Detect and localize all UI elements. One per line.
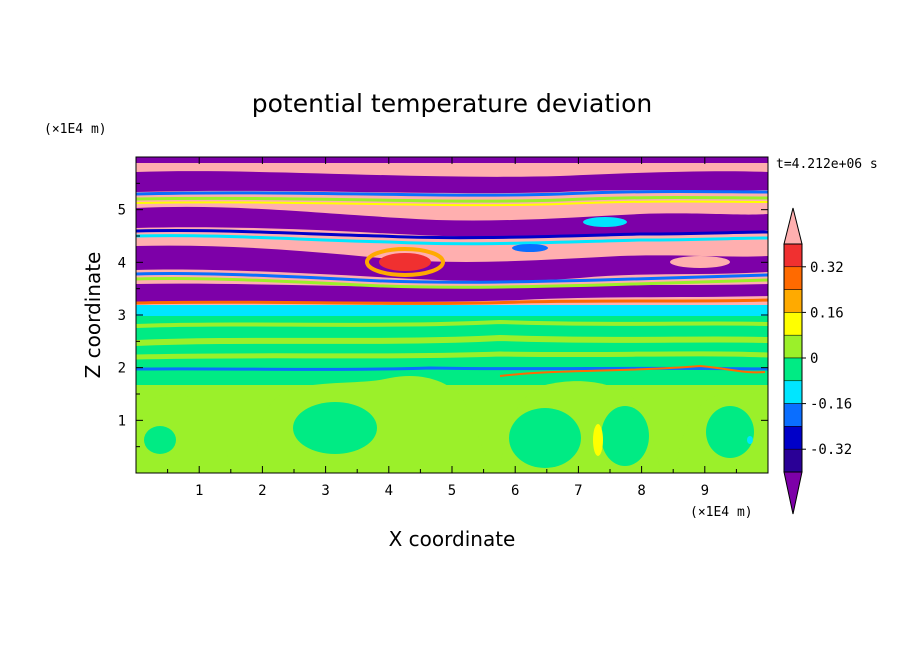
orange-edge-4 bbox=[136, 298, 768, 305]
y-tick-label: 4 bbox=[118, 255, 126, 271]
y-axis-label: Z coordinate bbox=[81, 252, 105, 379]
lower-cyan-blob bbox=[747, 436, 753, 444]
colorbar-label: -0.32 bbox=[810, 442, 852, 458]
colorbar-segment bbox=[783, 266, 803, 290]
lower-green-cell-5 bbox=[144, 426, 176, 454]
purple-band-4 bbox=[136, 283, 768, 302]
cyan-band bbox=[136, 305, 768, 316]
time-label: t=4.212e+06 s bbox=[776, 157, 878, 172]
y-ticks: 1 2 3 4 5 bbox=[118, 182, 768, 448]
x-tick-label: 5 bbox=[448, 483, 456, 499]
x-tick-label: 9 bbox=[701, 483, 709, 499]
x-tick-label: 8 bbox=[637, 483, 645, 499]
lower-green-cell-1 bbox=[293, 402, 377, 454]
z2-light-band bbox=[136, 351, 768, 360]
lower-green-cell-3 bbox=[601, 406, 649, 466]
green-edge-3 bbox=[136, 276, 768, 289]
blue-edge-2 bbox=[136, 229, 768, 240]
x-tick-label: 4 bbox=[385, 483, 393, 499]
y-tick-label: 1 bbox=[118, 413, 126, 429]
x-unit-label: (×1E4 m) bbox=[690, 505, 753, 520]
contour-field bbox=[136, 157, 768, 473]
colorbar-bottom-arrow bbox=[783, 471, 803, 515]
colorbar-segment bbox=[783, 243, 803, 268]
x-tick-label: 6 bbox=[511, 483, 519, 499]
colorbar-segment bbox=[783, 403, 803, 427]
colorbar-label: 0 bbox=[810, 351, 818, 367]
purple-band-2 bbox=[136, 206, 768, 238]
pink-island bbox=[670, 256, 730, 268]
z2-orange-line bbox=[499, 364, 766, 377]
orange-warm-patch bbox=[365, 247, 445, 277]
lower-yellow-blob bbox=[593, 424, 603, 456]
x-ticks: 1 2 3 4 5 6 7 8 9 bbox=[167, 157, 737, 499]
x-tick-label: 3 bbox=[321, 483, 329, 499]
mid-light-band-1 bbox=[136, 334, 768, 346]
y-tick-label: 5 bbox=[118, 203, 126, 219]
blue-edge-1 bbox=[136, 190, 768, 197]
cyan-eddy bbox=[583, 217, 627, 227]
colorbar-segment bbox=[783, 312, 803, 336]
blue-eddy bbox=[512, 244, 548, 252]
green-edge-1 bbox=[136, 196, 768, 203]
colorbar-label: -0.16 bbox=[810, 397, 852, 413]
purple-band-3 bbox=[136, 245, 768, 282]
lower-green-cell-4 bbox=[706, 406, 754, 458]
x-tick-label: 2 bbox=[258, 483, 266, 499]
lower-green-cell-2 bbox=[509, 408, 581, 468]
colorbar-segment bbox=[783, 334, 803, 359]
cyan-edge-2 bbox=[136, 234, 768, 246]
chart-title: potential temperature deviation bbox=[252, 89, 652, 118]
mid-light-band-2 bbox=[136, 319, 768, 328]
x-tick-label: 1 bbox=[195, 483, 203, 499]
colorbar-top-arrow bbox=[783, 207, 803, 245]
colorbar-label: 0.16 bbox=[810, 305, 844, 321]
yellow-edge-1 bbox=[136, 200, 768, 207]
colorbar-segment bbox=[783, 448, 803, 473]
colorbar-segment bbox=[783, 357, 803, 382]
colorbar: 0.32 0.16 0 -0.16 -0.32 bbox=[783, 207, 852, 515]
colorbar-segment bbox=[783, 426, 803, 450]
x-axis-label: X coordinate bbox=[389, 527, 516, 551]
purple-band-1 bbox=[136, 171, 768, 194]
colorbar-segment bbox=[783, 289, 803, 313]
red-warm-patch bbox=[379, 253, 431, 271]
x-tick-label: 7 bbox=[574, 483, 582, 499]
y-tick-label: 3 bbox=[118, 308, 126, 324]
y-tick-label: 2 bbox=[118, 361, 126, 377]
blue-edge-3 bbox=[136, 271, 768, 284]
colorbar-segment bbox=[783, 380, 803, 404]
y-unit-label: (×1E4 m) bbox=[44, 122, 107, 137]
colorbar-label: 0.32 bbox=[810, 260, 844, 276]
